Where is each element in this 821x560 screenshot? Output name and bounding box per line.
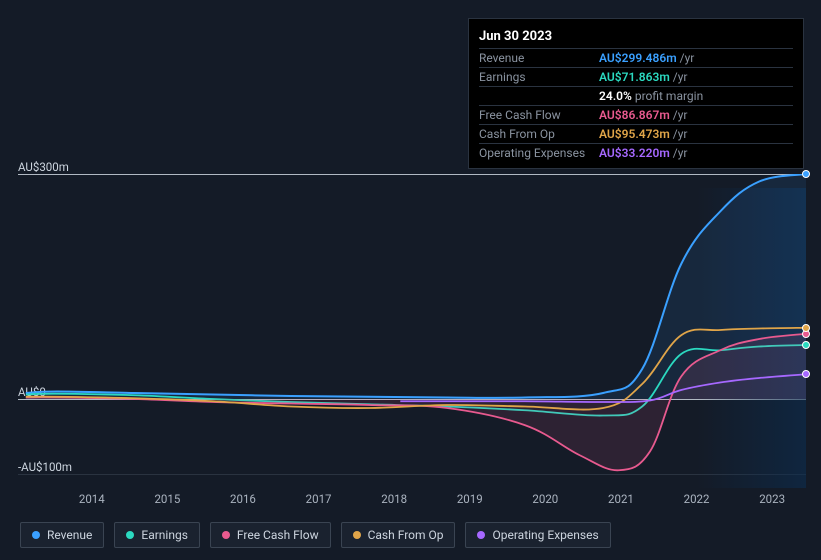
legend-label: Earnings bbox=[141, 528, 188, 542]
tooltip-row-suffix: profit margin bbox=[635, 89, 703, 103]
x-tick-label: 2023 bbox=[734, 492, 810, 506]
tooltip-row-value: AU$71.863m bbox=[599, 70, 670, 84]
legend-label: Cash From Op bbox=[368, 528, 444, 542]
tooltip-row: 24.0%profit margin bbox=[479, 86, 793, 105]
legend-item[interactable]: Cash From Op bbox=[341, 522, 456, 548]
series-end-dot bbox=[802, 170, 810, 178]
legend-item[interactable]: Free Cash Flow bbox=[210, 522, 331, 548]
tooltip-row-value: 24.0% bbox=[599, 89, 632, 103]
tooltip-row: EarningsAU$71.863m/yr bbox=[479, 67, 793, 86]
tooltip-row-label: Revenue bbox=[479, 51, 599, 65]
tooltip-row-suffix: /yr bbox=[673, 108, 688, 122]
line-layer bbox=[18, 174, 806, 474]
legend-dot-icon bbox=[126, 531, 134, 539]
x-tick-label: 2019 bbox=[432, 492, 508, 506]
tooltip-row-suffix: /yr bbox=[673, 127, 688, 141]
tooltip-row: Free Cash FlowAU$86.867m/yr bbox=[479, 105, 793, 124]
x-tick-label: 2016 bbox=[205, 492, 281, 506]
x-tick-label: 2021 bbox=[583, 492, 659, 506]
x-tick-label: 2018 bbox=[356, 492, 432, 506]
series-end-dot bbox=[802, 370, 810, 378]
financials-chart: AU$300mAU$0-AU$100m bbox=[18, 160, 806, 480]
chart-legend: Revenue Earnings Free Cash Flow Cash From O… bbox=[20, 522, 611, 548]
legend-label: Operating Expenses bbox=[492, 528, 598, 542]
tooltip-row-label: Cash From Op bbox=[479, 127, 599, 141]
tooltip-row-suffix: /yr bbox=[673, 146, 688, 160]
x-tick-label: 2014 bbox=[54, 492, 130, 506]
legend-dot-icon bbox=[222, 531, 230, 539]
series-end-dot bbox=[802, 324, 810, 332]
legend-item[interactable]: Revenue bbox=[20, 522, 104, 548]
gridline bbox=[18, 474, 806, 475]
tooltip-row-label bbox=[479, 89, 599, 103]
legend-item[interactable]: Operating Expenses bbox=[465, 522, 610, 548]
x-tick-label: 2020 bbox=[508, 492, 584, 506]
tooltip-row-label: Operating Expenses bbox=[479, 146, 599, 160]
legend-dot-icon bbox=[477, 531, 485, 539]
x-tick-label: 2017 bbox=[281, 492, 357, 506]
data-tooltip: Jun 30 2023 RevenueAU$299.486m/yrEarning… bbox=[468, 18, 804, 169]
tooltip-row: Cash From OpAU$95.473m/yr bbox=[479, 124, 793, 143]
legend-item[interactable]: Earnings bbox=[114, 522, 200, 548]
tooltip-row: RevenueAU$299.486m/yr bbox=[479, 48, 793, 67]
series-fill bbox=[26, 174, 806, 399]
x-tick-label: 2015 bbox=[130, 492, 206, 506]
plot-area bbox=[18, 174, 806, 474]
x-axis-labels: 2014201520162017201820192020202120222023 bbox=[54, 492, 810, 506]
legend-label: Revenue bbox=[47, 528, 92, 542]
tooltip-row-suffix: /yr bbox=[673, 70, 688, 84]
tooltip-row-suffix: /yr bbox=[680, 51, 695, 65]
tooltip-row: Operating ExpensesAU$33.220m/yr bbox=[479, 143, 793, 162]
y-tick-label: AU$300m bbox=[18, 160, 69, 174]
x-tick-label: 2022 bbox=[659, 492, 735, 506]
series-end-dot bbox=[802, 341, 810, 349]
tooltip-row-label: Free Cash Flow bbox=[479, 108, 599, 122]
legend-label: Free Cash Flow bbox=[237, 528, 319, 542]
tooltip-row-value: AU$86.867m bbox=[599, 108, 670, 122]
tooltip-row-value: AU$95.473m bbox=[599, 127, 670, 141]
tooltip-date: Jun 30 2023 bbox=[479, 25, 793, 48]
legend-dot-icon bbox=[353, 531, 361, 539]
tooltip-row-value: AU$299.486m bbox=[599, 51, 677, 65]
tooltip-row-label: Earnings bbox=[479, 70, 599, 84]
tooltip-row-value: AU$33.220m bbox=[599, 146, 670, 160]
legend-dot-icon bbox=[32, 531, 40, 539]
